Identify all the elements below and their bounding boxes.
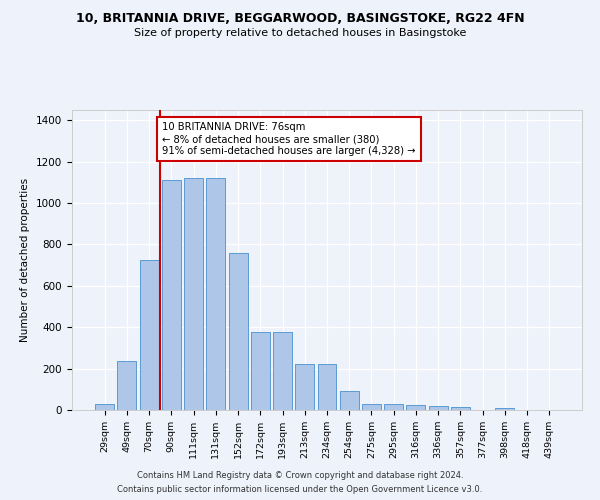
Bar xyxy=(451,407,470,410)
Bar xyxy=(429,406,448,410)
Bar xyxy=(496,408,514,410)
Bar xyxy=(118,362,136,410)
Bar xyxy=(206,178,225,410)
Bar xyxy=(362,404,381,410)
Text: 10 BRITANNIA DRIVE: 76sqm
← 8% of detached houses are smaller (380)
91% of semi-: 10 BRITANNIA DRIVE: 76sqm ← 8% of detach… xyxy=(163,122,416,156)
Text: Contains public sector information licensed under the Open Government Licence v3: Contains public sector information licen… xyxy=(118,484,482,494)
Bar xyxy=(162,180,181,410)
Bar xyxy=(317,364,337,410)
Text: 10, BRITANNIA DRIVE, BEGGARWOOD, BASINGSTOKE, RG22 4FN: 10, BRITANNIA DRIVE, BEGGARWOOD, BASINGS… xyxy=(76,12,524,26)
Bar xyxy=(295,364,314,410)
Bar xyxy=(229,253,248,410)
Bar xyxy=(95,404,114,410)
Bar xyxy=(184,178,203,410)
Bar xyxy=(340,392,359,410)
Bar xyxy=(406,405,425,410)
Text: Contains HM Land Registry data © Crown copyright and database right 2024.: Contains HM Land Registry data © Crown c… xyxy=(137,472,463,480)
Bar xyxy=(140,260,158,410)
Bar xyxy=(251,332,270,410)
Y-axis label: Number of detached properties: Number of detached properties xyxy=(20,178,31,342)
Text: Size of property relative to detached houses in Basingstoke: Size of property relative to detached ho… xyxy=(134,28,466,38)
Bar xyxy=(273,332,292,410)
Bar xyxy=(384,404,403,410)
